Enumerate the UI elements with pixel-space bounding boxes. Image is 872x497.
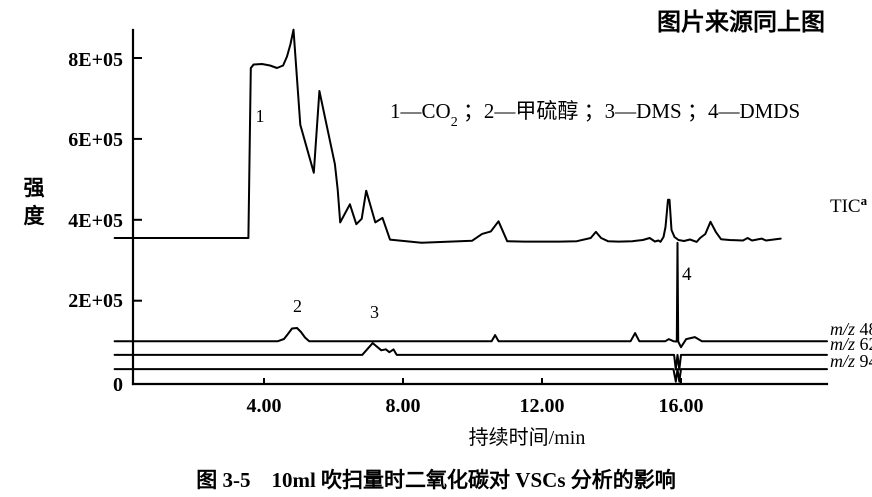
svg-text:图片来源同上图: 图片来源同上图	[657, 8, 825, 36]
svg-text:2: 2	[293, 296, 302, 316]
svg-text:图 3-5 10ml 吹扫量时二氧化碳对 VSCs 分析的影: 图 3-5 10ml 吹扫量时二氧化碳对 VSCs 分析的影响	[196, 468, 676, 492]
svg-text:8.00: 8.00	[386, 395, 421, 417]
svg-text:度: 度	[24, 204, 45, 228]
svg-text:4: 4	[682, 264, 692, 285]
svg-text:4.00: 4.00	[247, 395, 282, 417]
svg-text:1: 1	[256, 106, 265, 126]
svg-text:持续时间/min: 持续时间/min	[469, 426, 586, 449]
svg-text:m/z 94: m/z 94	[830, 351, 872, 371]
svg-text:2E+05: 2E+05	[68, 290, 123, 312]
svg-text:强: 强	[24, 176, 45, 200]
svg-text:6E+05: 6E+05	[68, 129, 123, 151]
svg-text:12.00: 12.00	[520, 395, 565, 417]
svg-text:16.00: 16.00	[659, 395, 704, 417]
svg-text:0: 0	[113, 374, 123, 396]
svg-text:8E+05: 8E+05	[68, 49, 123, 71]
svg-text:3: 3	[370, 302, 379, 322]
svg-text:4E+05: 4E+05	[68, 210, 123, 232]
